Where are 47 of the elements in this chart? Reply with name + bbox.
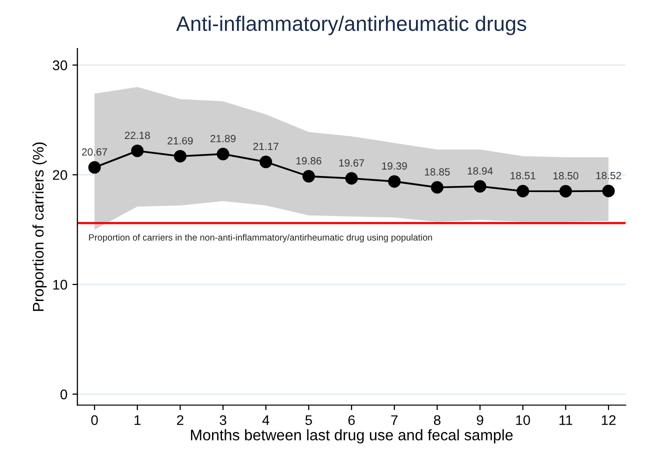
data-label: 21.17 <box>253 142 278 150</box>
point <box>131 144 144 158</box>
x-tick-label: 6 <box>348 415 355 426</box>
data-label: 20.67 <box>82 148 108 156</box>
data-label: 19.39 <box>382 162 407 170</box>
data-label: 18.85 <box>424 168 450 176</box>
x-tick-label: 4 <box>262 415 270 425</box>
point <box>345 172 358 185</box>
x-tick-label: 0 <box>91 415 98 426</box>
data-label: 21.89 <box>210 134 236 142</box>
data-label: 21.69 <box>168 137 193 144</box>
x-tick-label: 11 <box>560 415 572 425</box>
y-tick-label: 10 <box>53 280 68 290</box>
point <box>302 170 315 183</box>
data-label: 18.94 <box>468 167 493 175</box>
point <box>260 156 272 168</box>
y-tick-label: 0 <box>60 389 68 400</box>
x-tick-label: 2 <box>177 415 184 425</box>
y-tick-label: 20 <box>52 170 68 180</box>
x-tick-label: 5 <box>305 415 312 426</box>
x-axis-title: Months between last drug use and fecal sample <box>191 429 513 444</box>
point <box>216 148 230 160</box>
x-tick-label: 1 <box>134 415 141 425</box>
data-label: 22.18 <box>124 132 150 140</box>
data-label: 19.67 <box>339 159 364 167</box>
x-tick-label: 8 <box>434 415 440 426</box>
data-label: 18.51 <box>510 172 536 180</box>
data-label: 19.86 <box>296 157 322 165</box>
x-tick-label: 12 <box>602 415 616 425</box>
data-label: 18.52 <box>596 172 622 180</box>
chart-title: Anti-inflammatory/antirheumatic drugs <box>176 16 526 36</box>
x-tick-label: 10 <box>516 415 530 426</box>
point <box>474 180 486 193</box>
point <box>88 161 101 174</box>
ref-line-label: Proportion of carriers in the non-anti-inflammatory/antirheumatic drug using population <box>89 234 432 242</box>
x-tick-label: 9 <box>476 415 484 426</box>
point <box>602 184 615 198</box>
point <box>174 150 186 162</box>
point <box>559 184 572 198</box>
y-axis-title: Proportion of carriers (%) <box>32 142 47 311</box>
point <box>430 181 444 194</box>
point <box>516 184 530 198</box>
x-tick-label: 3 <box>220 415 226 426</box>
data-label: 18.50 <box>553 172 578 180</box>
point <box>388 175 401 188</box>
y-tick-label: 30 <box>52 60 68 70</box>
x-tick-label: 7 <box>391 415 398 425</box>
